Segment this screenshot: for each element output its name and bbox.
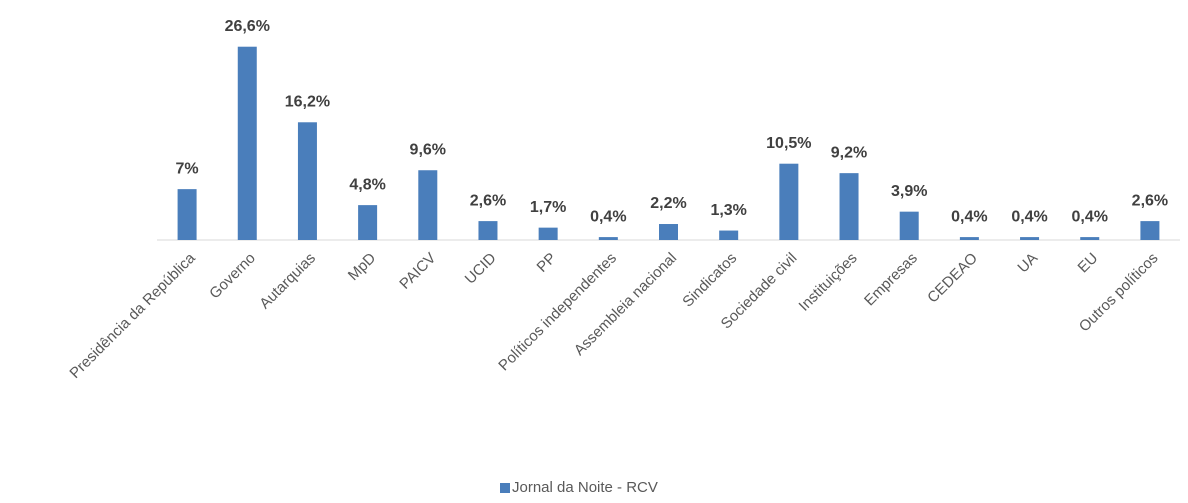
data-label: 9,2% <box>831 144 867 161</box>
data-label: 2,6% <box>470 192 506 209</box>
legend-label: Jornal da Noite - RCV <box>512 479 658 496</box>
x-tick-label: EU <box>1075 250 1102 277</box>
x-tick-label: Autarquias <box>256 250 319 313</box>
data-label: 0,4% <box>951 208 987 225</box>
bar <box>177 189 197 240</box>
bar <box>538 227 558 240</box>
bar <box>237 46 257 240</box>
bar <box>659 224 678 240</box>
legend-swatch <box>500 483 510 493</box>
data-label: 16,2% <box>285 93 330 110</box>
x-tick-label: Políticos independentes <box>495 250 620 375</box>
x-tick-label: PP <box>534 250 560 276</box>
data-label: 0,4% <box>590 208 626 225</box>
x-tick-label: UA <box>1014 250 1041 277</box>
bar <box>959 237 979 240</box>
bar <box>1020 237 1040 240</box>
data-label: 0,4% <box>1011 208 1047 225</box>
x-tick-label: Governo <box>206 250 259 303</box>
data-label: 4,8% <box>349 176 385 193</box>
bar <box>358 205 378 240</box>
data-label: 9,6% <box>410 141 446 158</box>
x-tick-label: Presidência da República <box>66 249 199 382</box>
x-tick-label: Sindicatos <box>679 250 740 311</box>
bar <box>899 211 919 240</box>
x-tick-label: Instituições <box>796 250 861 315</box>
bar <box>297 122 317 240</box>
x-tick-label: MpD <box>345 249 380 284</box>
data-label: 2,2% <box>650 195 686 212</box>
bar <box>418 170 438 240</box>
bar <box>478 221 498 240</box>
bar <box>779 163 799 240</box>
data-label: 26,6% <box>225 18 270 35</box>
x-tick-label: PAICV <box>396 250 439 293</box>
x-tick-label: CEDEAO <box>924 250 981 307</box>
bar <box>839 173 859 240</box>
bar <box>598 237 618 240</box>
x-tick-label: Assembleia nacional <box>571 250 680 359</box>
bar <box>719 230 739 240</box>
x-tick-label: UCID <box>462 250 500 288</box>
x-tick-label: Empresas <box>861 250 921 310</box>
data-label: 1,7% <box>530 199 566 216</box>
data-label: 3,9% <box>891 183 927 200</box>
data-label: 1,3% <box>710 202 746 219</box>
data-label: 2,6% <box>1132 192 1168 209</box>
bar <box>1140 221 1160 240</box>
data-label: 10,5% <box>766 135 811 152</box>
data-label: 7% <box>176 160 199 177</box>
bar <box>1080 237 1100 240</box>
data-label: 0,4% <box>1072 208 1108 225</box>
